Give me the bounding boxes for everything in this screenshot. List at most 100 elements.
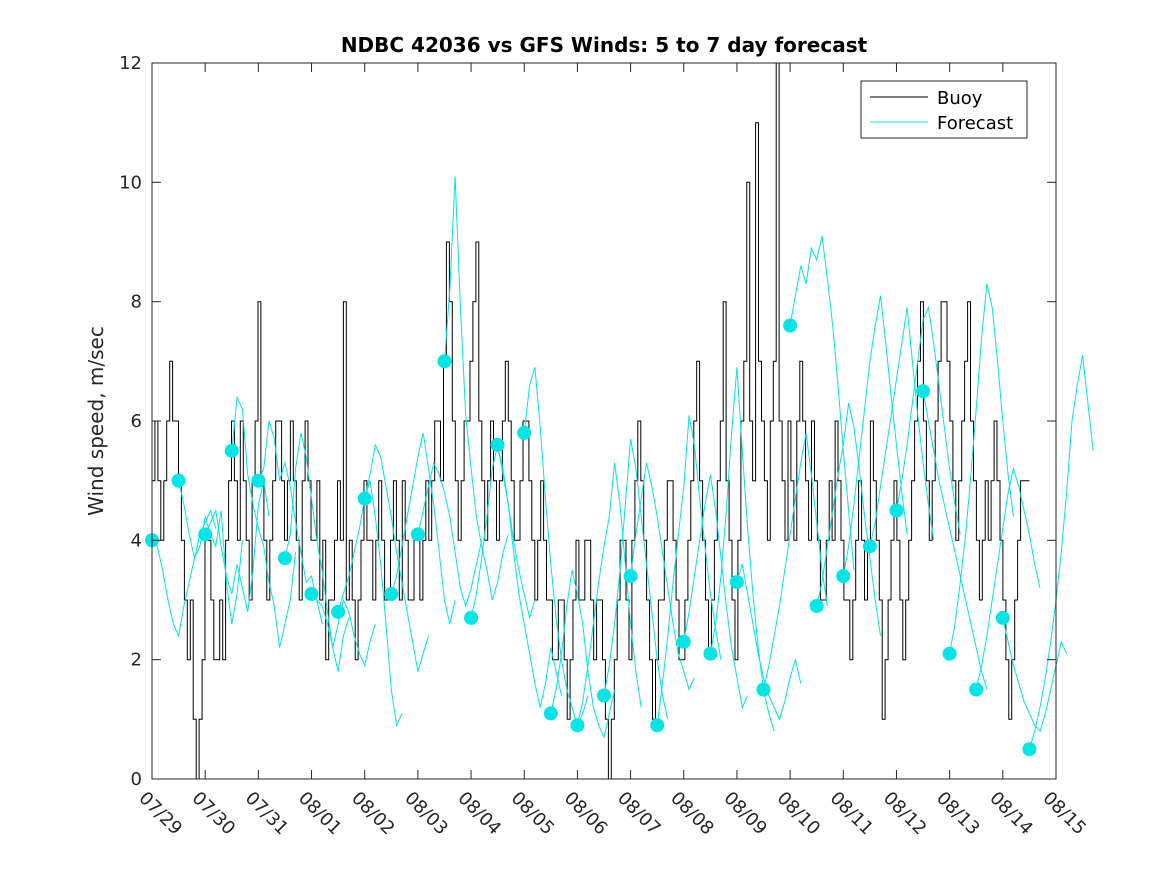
x-tick-label: 08/12 [879, 788, 931, 840]
forecast-run-line [1002, 617, 1068, 733]
forecast-start-point [783, 318, 798, 333]
forecast-run-line [204, 480, 270, 613]
forecast-run-line [417, 461, 483, 608]
forecast-run-line [444, 176, 509, 601]
y-tick-label: 8 [131, 292, 142, 313]
forecast-start-point [437, 354, 452, 369]
forecast-start-point [809, 599, 824, 613]
forecast-run-line [896, 305, 961, 535]
x-tick-label: 08/11 [826, 788, 878, 840]
forecast-run-line [470, 444, 536, 620]
legend: Buoy Forecast [860, 80, 1028, 139]
y-tick-label: 4 [131, 530, 142, 551]
forecast-run-line [337, 480, 403, 728]
forecast-start-point [251, 473, 266, 488]
x-tick-label: 08/02 [347, 788, 399, 840]
forecast-start-point [198, 527, 213, 542]
y-tick-label: 2 [131, 650, 142, 671]
forecast-start-point [889, 503, 904, 518]
forecast-run-line [922, 391, 988, 690]
forecast-start-point [543, 706, 558, 721]
forecast-start-point [676, 634, 691, 649]
chart-title: NDBC 42036 vs GFS Winds: 5 to 7 day fore… [341, 33, 868, 57]
x-tick-label: 08/03 [400, 788, 452, 840]
forecast-run-line [151, 509, 217, 638]
x-tick-label: 07/30 [188, 788, 240, 840]
x-tick-label: 08/10 [773, 788, 825, 840]
forecast-start-point [969, 682, 984, 697]
forecast-start-point [942, 646, 957, 661]
forecast-run-line [763, 432, 828, 690]
x-tick-label: 07/29 [134, 788, 186, 840]
forecast-start-point [331, 604, 346, 619]
forecast-run-line [550, 570, 616, 739]
legend-box [860, 80, 1028, 139]
forecast-start-point [836, 569, 851, 584]
forecast-run-line [683, 474, 749, 710]
forecast-run-line [949, 283, 1014, 654]
forecast-start-point [224, 443, 239, 458]
legend-buoy-label: Buoy [937, 88, 983, 109]
forecast-run-line [736, 564, 802, 721]
forecast-start-point [277, 551, 292, 566]
x-tick-label: 08/04 [454, 788, 506, 840]
forecast-start-point [464, 610, 479, 625]
forecast-run-line [1028, 355, 1094, 750]
forecast-start-point [171, 473, 186, 488]
forecast-run-line [656, 414, 722, 726]
x-tick-label: 08/05 [507, 788, 559, 840]
forecast-start-point [756, 682, 771, 697]
x-tick-label: 08/15 [1038, 788, 1090, 840]
x-tick-label: 07/31 [241, 788, 293, 840]
forecast-run-line [789, 235, 855, 571]
plot-frame [151, 62, 1057, 780]
forecast-start-point [570, 718, 585, 733]
forecast-start-point [410, 527, 425, 542]
forecast-run-line [816, 402, 881, 636]
forecast-run-line [975, 466, 1041, 690]
forecast-run-line [311, 593, 376, 668]
forecast-run-line [497, 444, 562, 708]
forecast-start-point [862, 539, 877, 554]
forecast-start-point [597, 688, 611, 703]
forecast-run-line [576, 462, 642, 726]
forecast-run-line [869, 307, 935, 547]
x-tick-label: 08/13 [932, 788, 984, 840]
plot-area [145, 62, 1094, 780]
x-tick-label: 08/06 [560, 788, 612, 840]
y-tick-label: 10 [119, 172, 142, 193]
buoy-series-line [152, 62, 1030, 780]
forecast-start-point [517, 425, 532, 440]
y-tick-label: 0 [131, 769, 142, 790]
forecast-start-point [1022, 742, 1037, 757]
y-tick-label: 6 [131, 411, 142, 432]
y-axis-label: Wind speed, m/sec [84, 326, 108, 516]
forecast-run-line [257, 420, 323, 625]
x-tick-label: 08/07 [613, 788, 665, 840]
x-tick-label: 08/09 [719, 788, 771, 840]
forecast-start-point [650, 718, 665, 733]
x-tick-label: 08/01 [294, 788, 346, 840]
forecast-run-line [284, 432, 350, 672]
forecast-start-point [384, 587, 399, 601]
forecast-run-line [842, 295, 908, 577]
forecast-start-point [729, 575, 744, 590]
forecast-run-line [231, 395, 297, 648]
forecast-run-line [630, 462, 695, 691]
forecast-start-point [995, 610, 1010, 625]
forecast-run-line [390, 432, 456, 625]
forecast-start-point [490, 437, 505, 452]
forecast-start-point [916, 384, 931, 399]
y-tick-label: 12 [119, 53, 142, 74]
forecast-start-point [304, 587, 319, 601]
forecast-start-point [623, 569, 638, 584]
legend-forecast-label: Forecast [937, 113, 1013, 134]
forecast-run-line [603, 438, 669, 720]
x-tick-label: 08/14 [985, 788, 1037, 840]
x-tick-label: 08/08 [666, 788, 718, 840]
forecast-start-point [703, 646, 718, 661]
forecast-run-line [364, 443, 429, 672]
forecast-start-point [357, 491, 372, 506]
